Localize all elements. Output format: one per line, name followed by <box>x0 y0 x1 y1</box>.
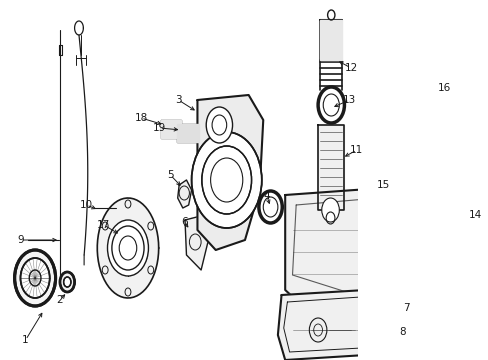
Circle shape <box>63 277 71 287</box>
Text: 2: 2 <box>57 295 63 305</box>
Text: 10: 10 <box>80 200 93 210</box>
Text: 12: 12 <box>344 63 357 73</box>
Text: 13: 13 <box>342 95 355 105</box>
Polygon shape <box>177 180 191 208</box>
Polygon shape <box>184 215 208 270</box>
Text: 11: 11 <box>349 145 363 155</box>
Polygon shape <box>161 120 181 138</box>
Text: 7: 7 <box>403 303 409 313</box>
Polygon shape <box>285 185 430 330</box>
Text: 18: 18 <box>134 113 147 123</box>
Circle shape <box>60 272 75 292</box>
Polygon shape <box>277 290 372 360</box>
Text: 15: 15 <box>376 180 389 190</box>
Text: 1: 1 <box>22 335 29 345</box>
Circle shape <box>15 250 56 306</box>
Circle shape <box>191 132 261 228</box>
Text: 14: 14 <box>468 210 481 220</box>
Polygon shape <box>390 185 430 255</box>
Text: 9: 9 <box>17 235 24 245</box>
Text: 8: 8 <box>398 327 405 337</box>
Text: 3: 3 <box>175 95 182 105</box>
Polygon shape <box>451 195 488 270</box>
Circle shape <box>20 258 50 298</box>
Polygon shape <box>318 125 343 210</box>
Polygon shape <box>97 198 159 298</box>
Circle shape <box>206 107 232 143</box>
Text: 4: 4 <box>263 191 270 201</box>
Polygon shape <box>197 95 263 250</box>
Text: 19: 19 <box>152 123 166 133</box>
Text: 6: 6 <box>181 217 187 227</box>
Circle shape <box>321 198 339 222</box>
Polygon shape <box>320 20 342 60</box>
Polygon shape <box>430 100 464 160</box>
Text: 16: 16 <box>437 83 450 93</box>
Text: 17: 17 <box>97 220 110 230</box>
Text: 5: 5 <box>167 170 173 180</box>
Circle shape <box>202 146 251 214</box>
Polygon shape <box>177 124 199 142</box>
Circle shape <box>107 220 148 276</box>
